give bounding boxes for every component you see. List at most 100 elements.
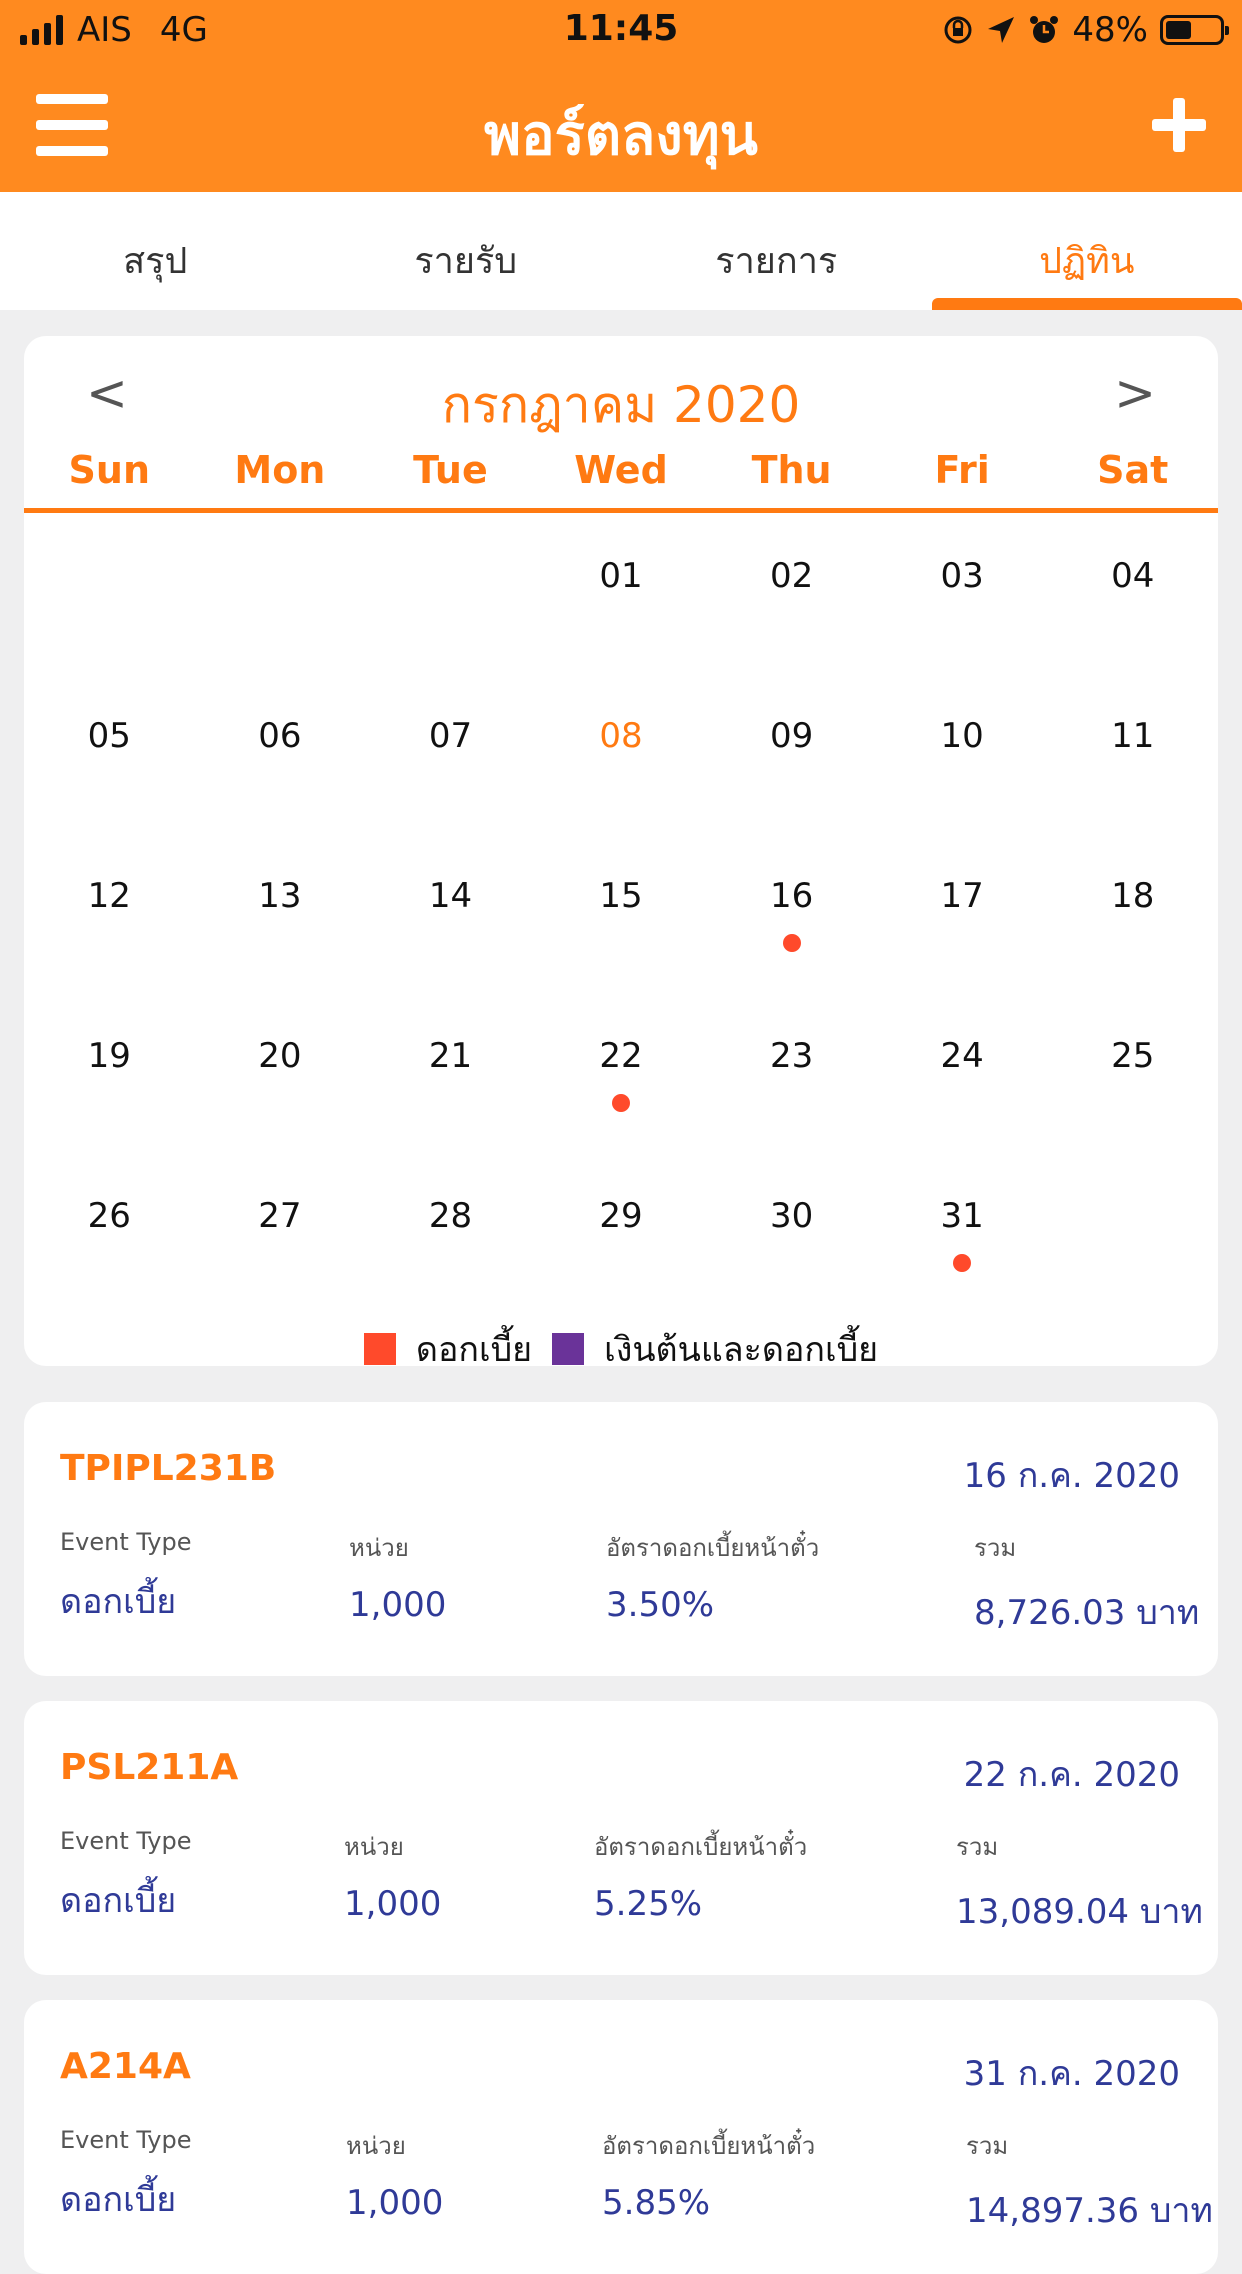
calendar-day[interactable]: 08 [536,704,707,864]
bond-code: A214A [60,2046,191,2087]
calendar-day[interactable]: 23 [706,1024,877,1184]
calendar-empty-cell [195,544,366,704]
weekday-thu: Thu [706,448,877,492]
weekday-tue: Tue [365,448,536,492]
total-value: 8,726.03 บาท [974,1585,1199,1639]
calendar-empty-cell [365,544,536,704]
weekday-wed: Wed [536,448,707,492]
calendar-day[interactable]: 20 [195,1024,366,1184]
tab-calendar[interactable]: ปฏิทิน [932,192,1242,310]
battery-icon [1160,15,1224,45]
calendar-day[interactable]: 07 [365,704,536,864]
plus-icon[interactable] [1152,98,1206,152]
calendar-day[interactable]: 13 [195,864,366,1024]
coupon-rate-value: 3.50% [606,1585,819,1625]
calendar-day[interactable]: 19 [24,1024,195,1184]
calendar-day[interactable]: 22 [536,1024,707,1184]
total-value: 13,089.04 บาท [956,1884,1203,1938]
principal-interest-legend-label: เงินต้นและดอกเบี้ย [604,1322,878,1376]
calendar-day[interactable]: 03 [877,544,1048,704]
page-title: พอร์ตลงทุน [0,90,1242,179]
calendar-day[interactable]: 11 [1047,704,1218,864]
calendar-day[interactable]: 25 [1047,1024,1218,1184]
calendar-day[interactable]: 30 [706,1184,877,1344]
calendar-day[interactable]: 04 [1047,544,1218,704]
calendar-day[interactable]: 16 [706,864,877,1024]
event-type-value: ดอกเบี้ย [60,1574,192,1628]
status-bar: AIS 4G 11:45 48% [0,0,1242,64]
event-type-label: Event Type [60,1827,192,1855]
weekday-sun: Sun [24,448,195,492]
event-dot [783,934,801,952]
calendar-day[interactable]: 29 [536,1184,707,1344]
calendar-divider [24,508,1218,513]
principal-interest-legend-swatch [552,1333,584,1365]
bond-code: TPIPL231B [60,1448,276,1489]
calendar-day[interactable]: 10 [877,704,1048,864]
battery-percent: 48% [1072,10,1148,50]
coupon-rate-value: 5.25% [594,1884,807,1924]
calendar-day[interactable]: 24 [877,1024,1048,1184]
calendar-day[interactable]: 14 [365,864,536,1024]
event-dot [953,1254,971,1272]
app-header: พอร์ตลงทุน [0,64,1242,192]
weekday-sat: Sat [1047,448,1218,492]
weekday-mon: Mon [195,448,366,492]
alarm-icon [1028,14,1060,46]
event-type-value: ดอกเบี้ย [60,2172,192,2226]
tab-bar: สรุป รายรับ รายการ ปฏิทิน [0,192,1242,310]
rotation-lock-icon [942,14,974,46]
event-date: 16 ก.ค. 2020 [964,1448,1180,1502]
calendar-day[interactable]: 18 [1047,864,1218,1024]
calendar-day[interactable]: 06 [195,704,366,864]
tab-income[interactable]: รายรับ [311,192,622,310]
units-value: 1,000 [344,1884,441,1924]
calendar-day[interactable]: 02 [706,544,877,704]
calendar-card: < กรกฎาคม 2020 > Sun Mon Tue Wed Thu Fri… [24,336,1218,1366]
total-label: รวม [966,2126,1213,2165]
event-date: 22 ก.ค. 2020 [964,1747,1180,1801]
interest-legend-swatch [364,1333,396,1365]
coupon-rate-label: อัตราดอกเบี้ยหน้าตั๋ว [594,1827,807,1866]
calendar-day[interactable]: 05 [24,704,195,864]
units-value: 1,000 [346,2183,443,2223]
calendar-legend: ดอกเบี้ย เงินต้นและดอกเบี้ย [24,1322,1218,1376]
event-card[interactable]: TPIPL231B 16 ก.ค. 2020 Event Type ดอกเบี้… [24,1402,1218,1676]
interest-legend-label: ดอกเบี้ย [416,1322,532,1376]
month-label: กรกฎาคม 2020 [24,366,1218,445]
calendar-day[interactable]: 31 [877,1184,1048,1344]
units-label: หน่วย [349,1528,446,1567]
coupon-rate-label: อัตราดอกเบี้ยหน้าตั๋ว [602,2126,815,2165]
calendar-day[interactable]: 01 [536,544,707,704]
next-month-button[interactable]: > [1114,364,1156,422]
calendar-day[interactable]: 09 [706,704,877,864]
calendar-day[interactable]: 17 [877,864,1048,1024]
calendar-day[interactable]: 28 [365,1184,536,1344]
total-label: รวม [974,1528,1199,1567]
tab-transactions[interactable]: รายการ [621,192,932,310]
weekday-fri: Fri [877,448,1048,492]
bond-code: PSL211A [60,1747,238,1788]
calendar-empty-cell [24,544,195,704]
units-value: 1,000 [349,1585,446,1625]
calendar-day[interactable]: 21 [365,1024,536,1184]
tab-summary[interactable]: สรุป [0,192,311,310]
event-type-label: Event Type [60,1528,192,1556]
calendar-day[interactable]: 15 [536,864,707,1024]
event-type-value: ดอกเบี้ย [60,1873,192,1927]
calendar-empty-cell [1047,1184,1218,1344]
calendar-day[interactable]: 12 [24,864,195,1024]
calendar-day[interactable]: 27 [195,1184,366,1344]
total-label: รวม [956,1827,1203,1866]
status-right: 48% [942,10,1224,50]
location-icon [986,15,1016,45]
calendar-day[interactable]: 26 [24,1184,195,1344]
event-date: 31 ก.ค. 2020 [964,2046,1180,2100]
coupon-rate-value: 5.85% [602,2183,815,2223]
